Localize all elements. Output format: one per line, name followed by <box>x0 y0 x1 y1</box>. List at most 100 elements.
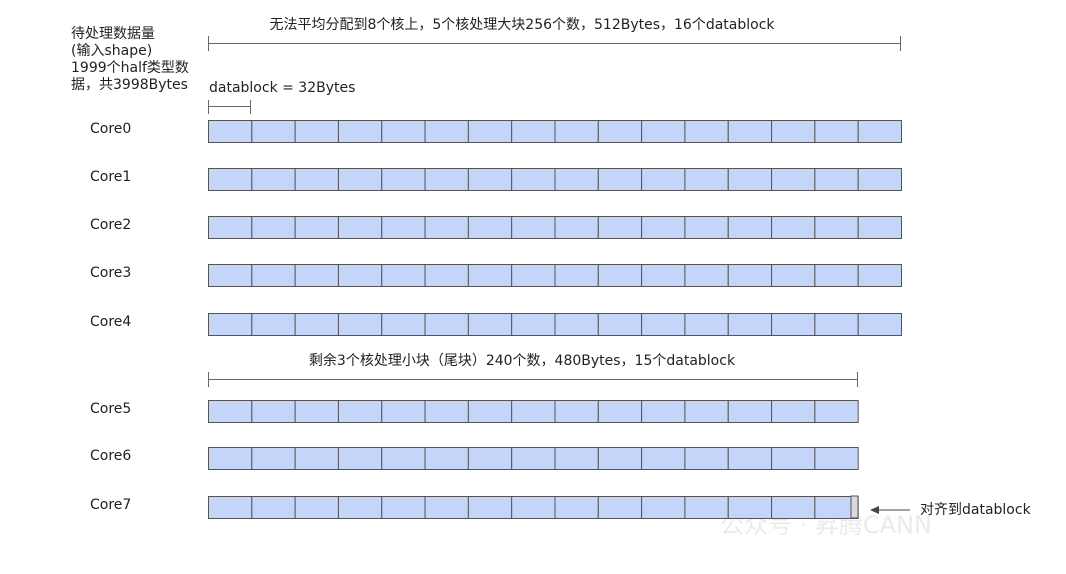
datablock <box>511 313 556 336</box>
datablock <box>294 216 339 239</box>
core-row <box>208 168 902 191</box>
datablock <box>424 120 469 143</box>
core-label: Core5 <box>90 401 131 417</box>
datablock <box>857 264 902 287</box>
datablock <box>381 216 426 239</box>
datablock <box>337 496 383 519</box>
datablock <box>554 168 599 191</box>
datablock <box>727 496 773 519</box>
datablock <box>381 447 426 470</box>
datablock <box>641 313 686 336</box>
datablock <box>208 216 253 239</box>
datablock <box>727 313 773 336</box>
datablock <box>597 447 643 470</box>
datablock <box>597 264 643 287</box>
datablock <box>554 400 599 423</box>
datablock <box>727 168 773 191</box>
datablock <box>684 400 729 423</box>
core-label: Core7 <box>90 497 131 513</box>
datablock <box>597 496 643 519</box>
datablock <box>424 216 469 239</box>
datablock <box>337 120 383 143</box>
datablock <box>251 216 296 239</box>
datablock <box>771 216 816 239</box>
core-row <box>208 447 859 470</box>
datablock <box>424 313 469 336</box>
core-label: Core1 <box>90 169 131 185</box>
datablock <box>684 447 729 470</box>
datablock <box>814 400 859 423</box>
datablock <box>208 168 253 191</box>
datablock <box>597 216 643 239</box>
datablock <box>467 168 513 191</box>
input-label: 据，共3998Bytes <box>71 77 188 93</box>
datablock <box>857 120 902 143</box>
datablock <box>684 216 729 239</box>
datablock <box>251 120 296 143</box>
datablock <box>337 168 383 191</box>
datablock <box>251 496 296 519</box>
datablock <box>771 400 816 423</box>
datablock <box>424 496 469 519</box>
datablock <box>467 496 513 519</box>
datablock <box>511 216 556 239</box>
datablock-note: datablock = 32Bytes <box>209 80 355 96</box>
datablock <box>381 313 426 336</box>
core-label: Core4 <box>90 314 131 330</box>
datablock <box>554 264 599 287</box>
datablock <box>641 216 686 239</box>
datablock <box>641 168 686 191</box>
datablock <box>857 216 902 239</box>
datablock <box>294 447 339 470</box>
datablock <box>597 400 643 423</box>
datablock-bracket <box>208 100 251 114</box>
datablock <box>467 264 513 287</box>
datablock <box>337 216 383 239</box>
datablock <box>251 400 296 423</box>
datablock <box>208 120 253 143</box>
datablock <box>554 313 599 336</box>
datablock <box>814 313 859 336</box>
datablock <box>814 447 859 470</box>
datablock <box>771 447 816 470</box>
datablock <box>424 447 469 470</box>
datablock <box>208 400 253 423</box>
datablock <box>684 120 729 143</box>
datablock <box>337 313 383 336</box>
big-bracket <box>208 36 901 51</box>
core-row <box>208 264 902 287</box>
datablock <box>554 496 599 519</box>
datablock <box>554 216 599 239</box>
datablock <box>337 264 383 287</box>
datablock <box>294 168 339 191</box>
core-label: Core3 <box>90 265 131 281</box>
datablock <box>771 168 816 191</box>
datablock <box>511 264 556 287</box>
datablock <box>424 168 469 191</box>
datablock <box>641 447 686 470</box>
datablock <box>511 447 556 470</box>
core-row <box>208 496 859 519</box>
big-block-note: 无法平均分配到8个核上，5个核处理大块256个数，512Bytes，16个dat… <box>269 17 775 33</box>
datablock <box>294 496 339 519</box>
datablock <box>597 313 643 336</box>
datablock <box>251 168 296 191</box>
datablock <box>857 168 902 191</box>
datablock <box>337 400 383 423</box>
datablock <box>641 400 686 423</box>
tail-bracket <box>208 372 858 387</box>
datablock <box>814 264 859 287</box>
datablock <box>424 264 469 287</box>
datablock <box>771 120 816 143</box>
datablock <box>467 313 513 336</box>
datablock <box>814 120 859 143</box>
tail-block-note: 剩余3个核处理小块（尾块）240个数，480Bytes，15个datablock <box>309 352 736 369</box>
align-note: 对齐到datablock <box>920 502 1032 518</box>
datablock <box>511 168 556 191</box>
datablock <box>467 447 513 470</box>
core-row <box>208 313 902 336</box>
datablock <box>381 496 426 519</box>
datablock <box>641 496 686 519</box>
datablock <box>467 216 513 239</box>
datablock <box>381 400 426 423</box>
